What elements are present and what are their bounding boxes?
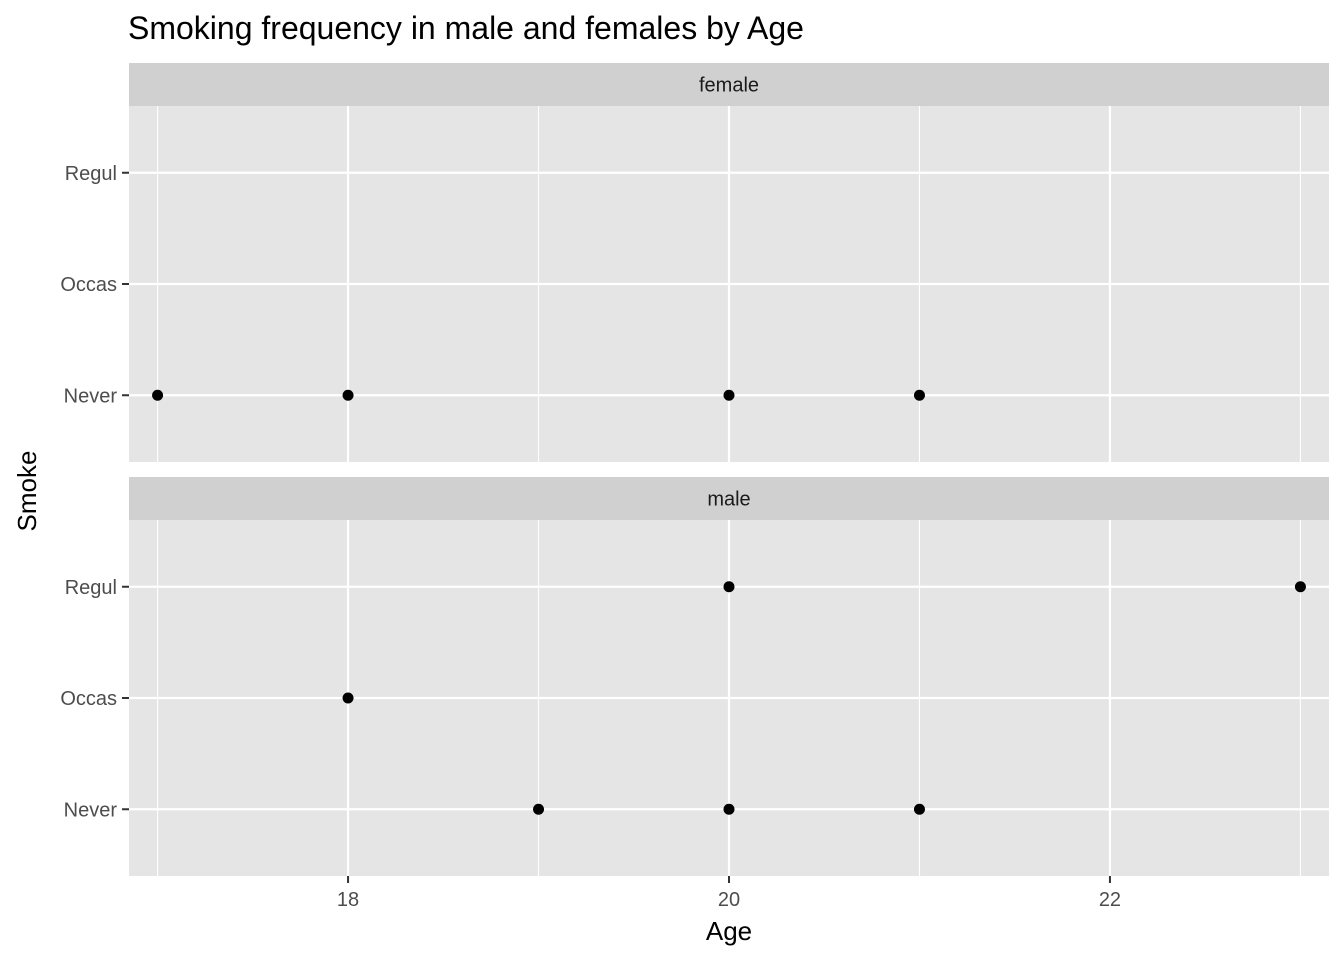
x-tick-label: 18 xyxy=(337,889,359,911)
facet-strip-label: female xyxy=(699,75,759,97)
chart-title: Smoking frequency in male and females by… xyxy=(128,10,804,46)
data-point xyxy=(723,389,735,401)
x-tick-label: 20 xyxy=(718,889,740,911)
facet-panel-male: male Never Occas Regul xyxy=(60,477,1329,876)
data-point xyxy=(342,692,354,704)
y-tick-label: Regul xyxy=(65,577,117,599)
facet-panels: female Never Occas Regul male Never Occas Regul xyxy=(60,63,1329,876)
y-tick-label: Occas xyxy=(60,274,117,296)
facet-strip-background xyxy=(129,477,1329,520)
y-tick-label: Never xyxy=(64,385,118,407)
data-point xyxy=(1294,581,1306,593)
facet-panel-female: female Never Occas Regul xyxy=(60,63,1329,462)
data-point xyxy=(723,581,735,593)
data-point xyxy=(723,803,735,815)
y-tick-label: Occas xyxy=(60,688,117,710)
data-point xyxy=(152,389,164,401)
x-axis-title: Age xyxy=(706,916,752,946)
facet-strip-label: male xyxy=(707,489,750,511)
y-tick-label: Regul xyxy=(65,163,117,185)
facet-strip-background xyxy=(129,63,1329,106)
data-point xyxy=(913,803,925,815)
y-axis-title: Smoke xyxy=(12,451,42,532)
y-tick-label: Never xyxy=(64,799,118,821)
data-point xyxy=(342,389,354,401)
data-point xyxy=(533,803,545,815)
x-axis: 18 20 22 xyxy=(337,876,1121,911)
data-point xyxy=(913,389,925,401)
x-tick-label: 22 xyxy=(1099,889,1121,911)
